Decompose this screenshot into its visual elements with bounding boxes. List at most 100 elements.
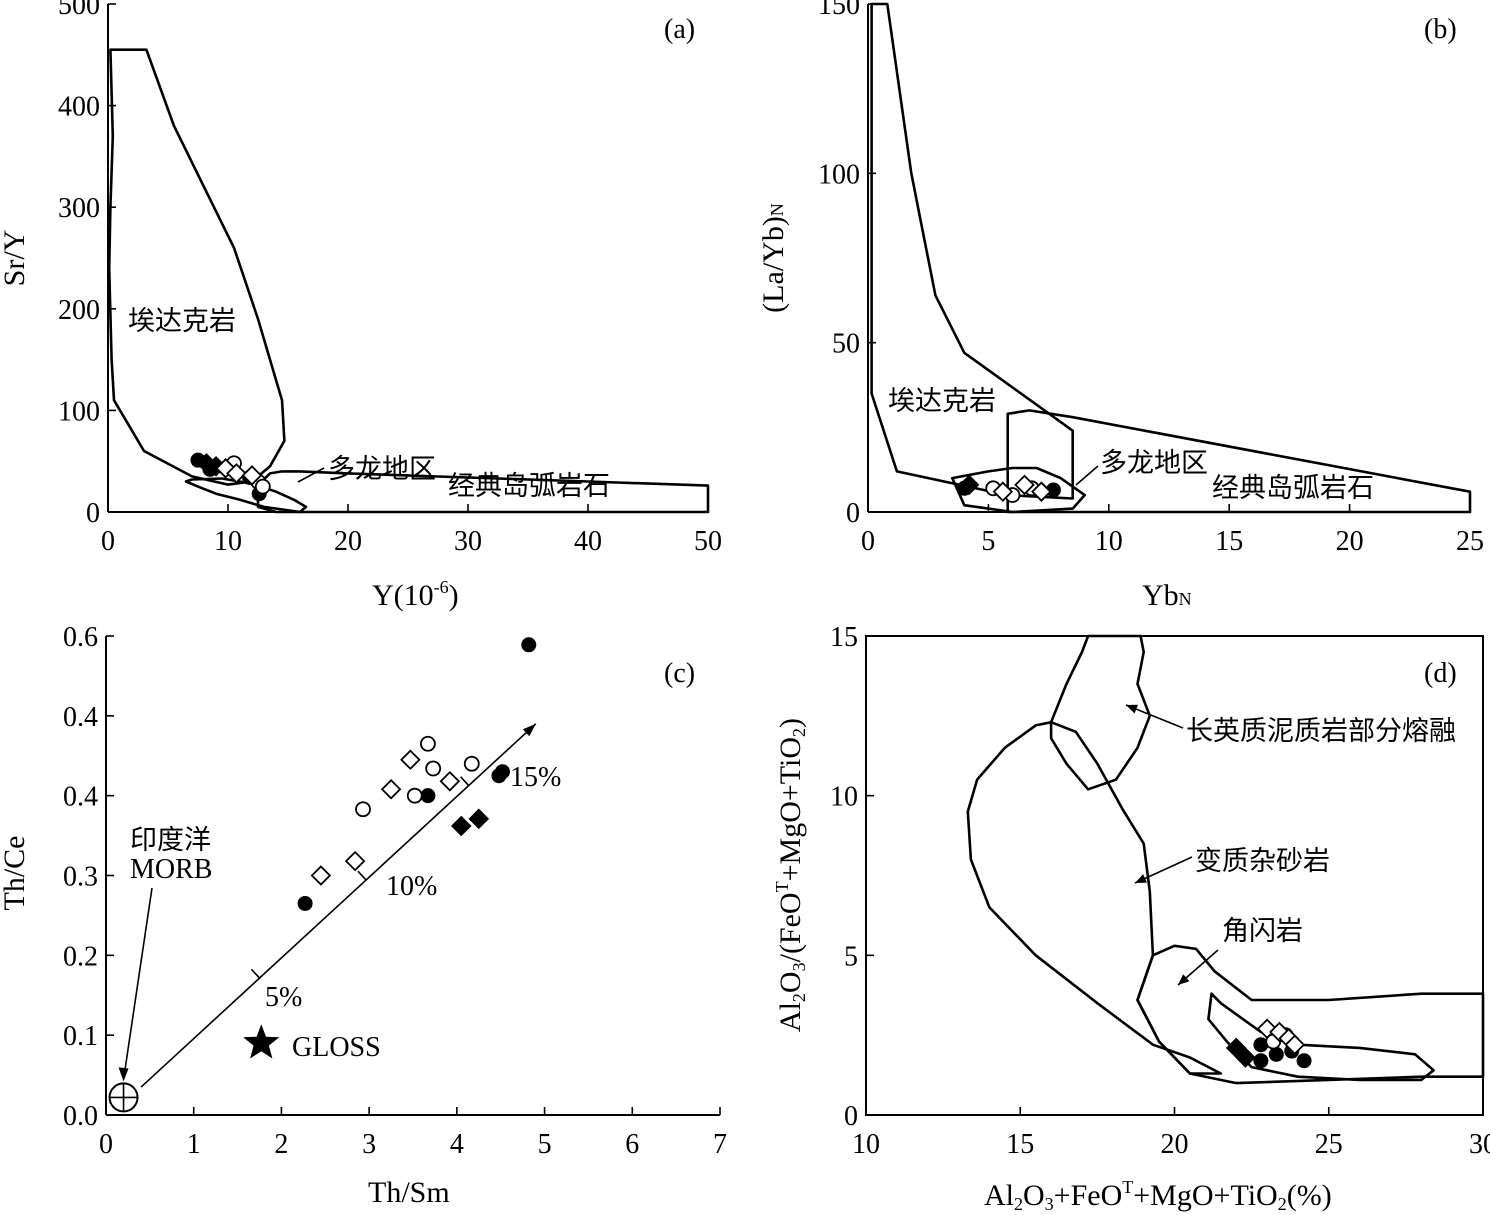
panel-c-point-open-circle (420, 735, 436, 752)
panel-c-xtick-label: 3 (362, 1129, 376, 1160)
panel-c-point-open-diamond (380, 779, 402, 800)
panel-d-xtick-label: 15 (1006, 1129, 1034, 1160)
panel-d-ytick-label: 10 (830, 782, 858, 813)
panel-a-xtick-label: 40 (574, 526, 602, 557)
panel-c-point-open-circle (355, 801, 371, 818)
panel-c-point-open-diamond (344, 850, 366, 872)
panel-c-xtick-label: 4 (450, 1129, 464, 1160)
panel-d-field-greywacke: 变质杂砂岩 (1195, 846, 1330, 877)
panel-b-ytick-label: 0 (846, 498, 860, 529)
panel-c-morb-pointer-head (118, 1067, 129, 1082)
panel-b-duolong-pointer (1075, 465, 1099, 486)
panel-b-field-duolong: 多龙地区 (1100, 448, 1208, 479)
panel-d-point-filled-circle (1253, 1053, 1269, 1069)
panel-d: 10 15 20 25 30 0 5 10 15 (830, 622, 1490, 1160)
panel-d-ytick-label: 5 (844, 941, 858, 972)
panel-d-field-outline-1 (966, 720, 1223, 1075)
panel-c-point-filled-circle (420, 788, 436, 804)
panel-d-field-pointer-head-0 (1126, 704, 1138, 714)
panel-a-field-adakite: 埃达克岩 (128, 306, 236, 337)
panel-a-field-arc: 经典岛弧岩石 (448, 471, 610, 502)
panel-c-mark-10: 10% (386, 871, 437, 902)
panel-c-point-filled-circle (297, 895, 313, 911)
panel-b-xtick-label: 10 (1095, 526, 1123, 557)
panel-c-point-filled-circle (494, 764, 510, 780)
panel-a-xlabel: Y(10-6) (372, 577, 459, 612)
panel-c-morb-label-line1: 印度洋 (130, 825, 211, 856)
panel-a-xtick-label: 20 (334, 526, 362, 557)
panel-d-xtick-label: 10 (852, 1129, 880, 1160)
panel-c-mixing-arrowhead (522, 723, 536, 737)
panel-c-point-open-diamond (439, 771, 461, 792)
panel-c-point-filled-diamond (450, 815, 472, 837)
panel-b: 0 5 10 15 20 25 0 50 100 150 (818, 0, 1484, 557)
panel-a-xtick-label: 0 (101, 526, 115, 557)
panel-d-frame (865, 635, 1484, 1116)
panel-c-ylabel: Th/Ce (0, 836, 31, 911)
panel-c-ytick-label: 0.1 (63, 1021, 98, 1052)
panel-a-field-duolong: 多龙地区 (328, 454, 436, 485)
panel-b-field-arc: 经典岛弧岩石 (1212, 473, 1374, 504)
panel-c-point-open-circle (406, 787, 423, 804)
panel-b-ytick-label: 50 (832, 329, 860, 360)
panel-a-point-open-diamond (226, 463, 247, 484)
panel-c-ytick-label: 0.3 (63, 862, 98, 893)
panel-b-ytick-label: 100 (818, 159, 860, 190)
panel-c-mark-15: 15% (510, 762, 561, 793)
panel-c-ytick-label: 0.0 (63, 1101, 98, 1132)
panel-a-xtick-label: 30 (454, 526, 482, 557)
panel-b-xtick-label: 25 (1456, 526, 1484, 557)
panel-d-label: (d) (1424, 658, 1457, 689)
panel-c-xtick-label: 2 (274, 1129, 288, 1160)
panel-c-morb-pointer (122, 887, 153, 1080)
panel-c-ytick-label: 0.4 (63, 782, 98, 813)
panel-c-point-open-circle (425, 760, 442, 777)
panel-a-xtick-label: 50 (694, 526, 722, 557)
panel-b-xtick-label: 5 (981, 526, 995, 557)
panel-c-ytick-label: 0.4 (63, 702, 98, 733)
panel-b-xtick-label: 0 (861, 526, 875, 557)
panel-c-gloss-label: GLOSS (292, 1032, 381, 1063)
panel-c-xtick-label: 1 (187, 1129, 201, 1160)
panel-b-field-outline-0 (870, 2, 1074, 500)
panel-d-field-felsic-pelite: 长英质泥质岩部分熔融 (1186, 716, 1456, 747)
panel-d-field-outline-3 (1207, 992, 1435, 1082)
panel-c-ytick-label: 0.6 (63, 622, 98, 653)
panel-d-xlabel: Al2O3+FeOT+MgO+TiO2(%) (984, 1177, 1332, 1214)
panel-d-field-pointer-head-1 (1135, 874, 1147, 883)
panel-c-point-filled-circle (521, 637, 537, 653)
panel-c-xlabel: Th/Sm (368, 1176, 450, 1209)
panel-d-xtick-label: 20 (1161, 1129, 1189, 1160)
panel-c-xtick-label: 6 (625, 1129, 639, 1160)
panel-c-ytick-label: 0.2 (63, 941, 98, 972)
panel-d-xtick-label: 25 (1315, 1129, 1343, 1160)
panel-b-ylabel: (La/Yb)N (757, 203, 790, 313)
panel-a-ytick-label: 0 (86, 498, 100, 529)
panel-a-ytick-label: 100 (58, 396, 100, 427)
panel-a-point-open-diamond (241, 465, 263, 486)
panel-d-ytick-label: 0 (844, 1101, 858, 1132)
panel-b-label: (b) (1424, 14, 1457, 45)
panel-c-mixing-tick-2 (459, 776, 470, 787)
panel-c: 0 1 2 3 4 5 6 7 0.0 0.1 0.2 0.3 0.4 0.4 0.6 (63, 622, 727, 1160)
panel-a-ytick-label: 500 (58, 0, 100, 21)
panel-c-gloss-star (243, 1024, 280, 1059)
panel-c-xtick-label: 0 (99, 1129, 113, 1160)
panel-c-xtick-label: 7 (713, 1129, 727, 1160)
panel-c-mark-5: 5% (265, 982, 302, 1013)
panel-d-field-outline-0 (1049, 634, 1152, 791)
panel-a-duolong-pointer (297, 467, 325, 483)
panel-b-ytick-label: 150 (818, 0, 860, 21)
panel-b-point-open-diamond (1031, 481, 1052, 502)
panel-d-field-amphibolite: 角闪岩 (1222, 916, 1303, 947)
panel-d-ylabel: Al2O3/(FeOT+MgO+TiO2) (772, 718, 809, 1032)
panel-d-field-pointer-head-2 (1178, 974, 1190, 985)
panel-c-label: (c) (664, 658, 695, 689)
panel-d-point-filled-circle (1268, 1046, 1284, 1062)
panel-c-morb-label-line2: MORB (130, 854, 212, 885)
panel-b-xtick-label: 15 (1215, 526, 1243, 557)
panel-d-xtick-label: 30 (1469, 1129, 1490, 1160)
panel-b-point-open-diamond (1014, 474, 1035, 496)
